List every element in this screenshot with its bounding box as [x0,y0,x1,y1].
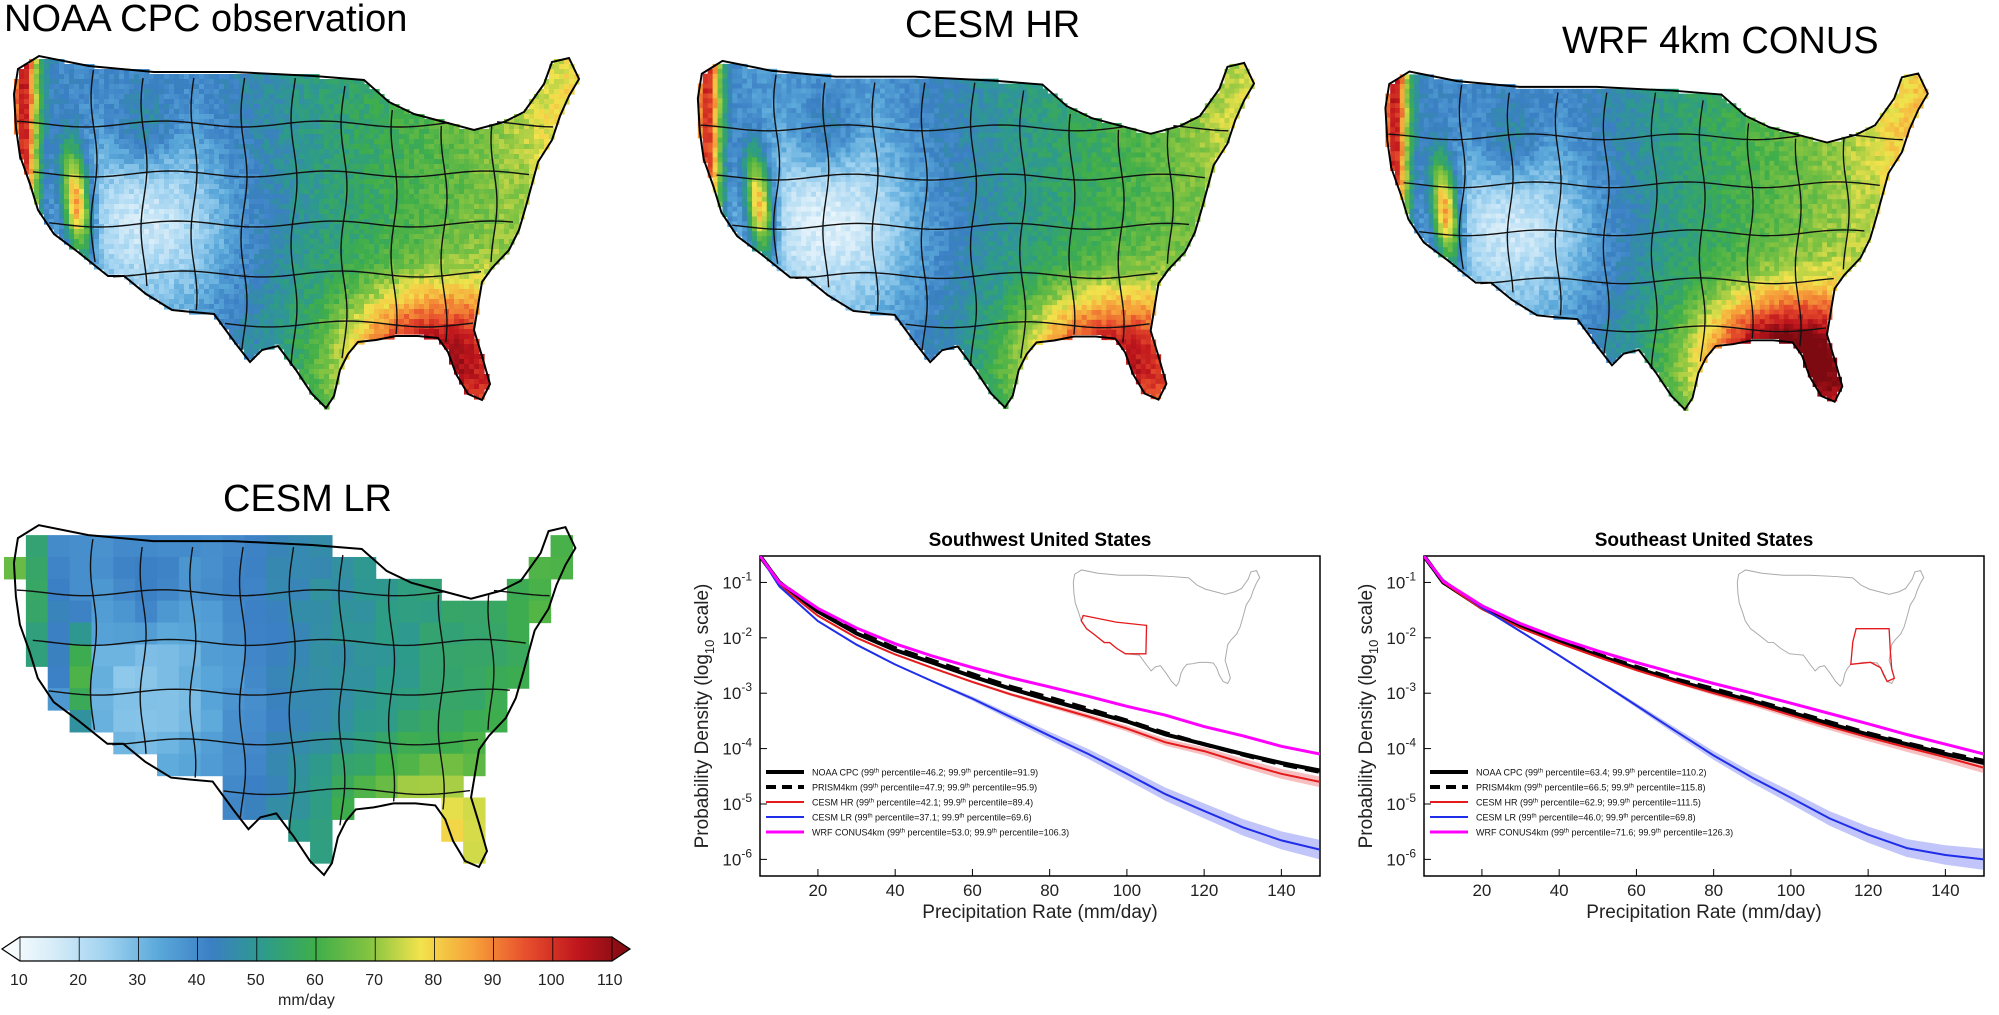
x-tick-label: 140 [1931,881,1959,900]
legend-entry: PRISM4km (99th percentile=66.5; 99.9th p… [1476,783,1706,793]
state-borders [700,74,1229,367]
x-tick-label: 120 [1190,881,1218,900]
x-tick-label: 120 [1854,881,1882,900]
y-tick-label: 10-2 [722,625,752,648]
x-tick-label: 140 [1267,881,1295,900]
x-axis-label: Precipitation Rate (mm/day) [1586,902,1821,923]
colorbar-tick-label: 40 [187,972,206,989]
plot-frame [759,555,1321,877]
colorbar-tick-label: 20 [69,972,87,989]
y-tick-label: 10-4 [1386,736,1416,759]
us-outline [12,54,581,410]
x-tick-label: 100 [1777,881,1805,900]
y-tick-label: 10-1 [1386,569,1416,592]
series-line [1424,556,1984,756]
plot-frame [1423,555,1985,877]
region-inset-map [1072,569,1261,687]
x-tick-label: 20 [1472,881,1491,900]
series-line [1424,556,1984,861]
x-tick-label: 60 [1627,881,1646,900]
chart-southwest: Southwest United States 10-1 10-2 10-3 10-4 1… [692,530,1321,923]
colorbar-tick-label: 80 [424,972,443,989]
colorbar-tick-label: 100 [537,972,565,989]
y-tick-label: 10-6 [1386,846,1416,869]
legend-entry: PRISM4km (99th percentile=47.9; 99.9th p… [812,783,1037,793]
us-outline [1384,70,1929,411]
y-tick-label: 10-5 [722,791,752,814]
map-lr [4,512,640,912]
colorbar-tick-label: 110 [597,972,623,989]
chart-title: Southwest United States [929,530,1152,551]
state-borders [1388,84,1903,370]
y-tick-label: 10-4 [722,736,752,759]
y-tick-label: 10-5 [1386,791,1416,814]
map-wrf [1370,60,1996,444]
us-outline [696,59,1256,409]
map-hr [688,48,1318,444]
x-tick-label: 40 [886,881,905,900]
region-highlight [1850,628,1896,683]
map-field [697,63,1255,410]
legend-entry: WRF CONUS4km (99th percentile=71.6; 99.9… [1476,828,1733,838]
y-tick-label: 10-6 [722,846,752,869]
colorbar-tick-label: 30 [128,972,147,989]
x-tick-label: 40 [1550,881,1569,900]
x-tick-label: 20 [808,881,827,900]
legend-entry: CESM HR (99th percentile=62.9; 99.9th pe… [1476,798,1701,808]
region-highlight [1080,614,1148,655]
colorbar-tick-label: 90 [483,972,502,989]
us-outline [12,524,577,877]
plot-area [1424,556,1984,870]
y-axis-label: Probability Density (log10 scale) [692,584,717,849]
legend-entry: NOAA CPC (99th percentile=63.4; 99.9th p… [1476,768,1707,778]
colorbar-unit-label: mm/day [278,992,335,1009]
legend-entry: CESM HR (99th percentile=42.1; 99.9th pe… [812,798,1033,808]
y-tick-label: 10-3 [1386,680,1416,703]
x-tick-label: 100 [1113,881,1141,900]
colorbar-tick-label: 50 [246,972,265,989]
y-tick-label: 10-2 [1386,625,1416,648]
legend-entry: NOAA CPC (99th percentile=46.2; 99.9th p… [812,768,1038,778]
chart-title: Southeast United States [1595,530,1814,551]
map-title-wrf: WRF 4km CONUS [1562,20,1879,62]
legend-entry: CESM LR (99th percentile=46.0; 99.9th pe… [1476,813,1696,823]
y-axis-label: Probability Density (log10 scale) [1356,584,1381,849]
series-line [760,556,1320,851]
state-borders [16,69,554,367]
region-inset-map [1736,569,1925,687]
series-line [760,556,1320,774]
colorbar [0,936,632,962]
map-obs [4,44,644,444]
y-tick-label: 10-1 [722,569,752,592]
colorbar-tick-label: 70 [365,972,383,989]
legend-entry: WRF CONUS4km (99th percentile=53.0; 99.9… [812,828,1069,838]
legend-entry: CESM LR (99th percentile=37.1; 99.9th pe… [812,813,1032,823]
colorbar-tick-label: 60 [306,972,324,989]
chart-southeast: Southeast United States 10-1 10-2 10-3 10-4 1… [1356,530,1985,923]
x-tick-label: 80 [1040,881,1059,900]
colorbar-tick-label: 10 [10,972,28,989]
state-borders [16,538,550,834]
x-tick-label: 60 [963,881,982,900]
plot-area [760,556,1320,860]
x-tick-label: 80 [1704,881,1723,900]
series-uncertainty-band [760,556,1320,860]
map-field [14,59,580,410]
series-line [760,556,1320,756]
map-field [4,535,574,864]
y-tick-label: 10-3 [722,680,752,703]
map-title-obs: NOAA CPC observation [4,0,408,40]
map-title-hr: CESM HR [905,4,1081,46]
map-field [1385,74,1929,411]
x-axis-label: Precipitation Rate (mm/day) [922,902,1157,923]
series-line [760,556,1320,783]
